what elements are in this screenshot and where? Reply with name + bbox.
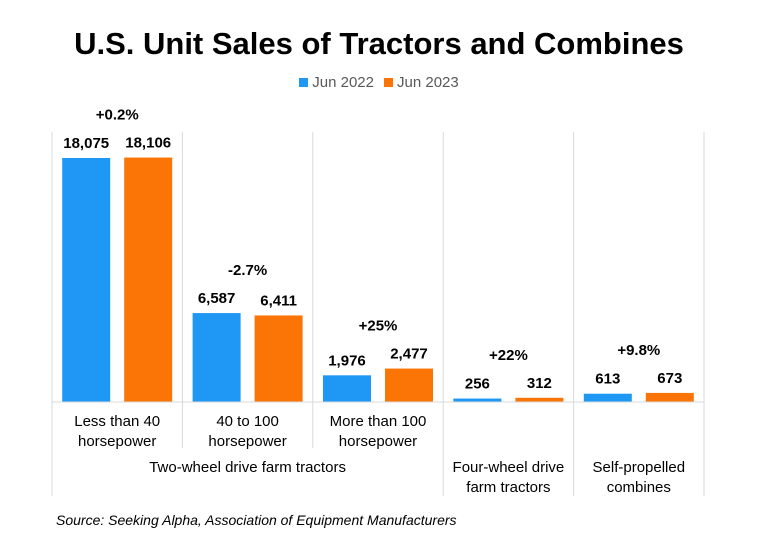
group-label: Two-wheel drive farm tractors	[149, 459, 346, 476]
change-label: +22%	[489, 347, 528, 364]
category-label: Less than 40	[74, 413, 160, 430]
bar-value-label: 1,976	[328, 352, 366, 369]
group-label: Self-propelled	[593, 459, 686, 476]
chart-legend: Jun 2022 Jun 2023	[0, 74, 758, 91]
bar-value-label: 312	[527, 375, 552, 392]
source-note: Source: Seeking Alpha, Association of Eq…	[56, 512, 457, 528]
category-label: More than 100	[330, 413, 427, 430]
legend-label-jun-2023: Jun 2023	[397, 74, 459, 91]
legend-item-jun-2022: Jun 2022	[299, 74, 374, 91]
bar-value-label: 18,106	[125, 135, 171, 152]
group-label: farm tractors	[466, 479, 550, 496]
bar-jun-2022	[62, 157, 111, 402]
bar-jun-2022	[453, 398, 502, 402]
bar-jun-2023	[645, 392, 694, 402]
bar-value-label: 2,477	[390, 346, 428, 363]
bar-jun-2022	[583, 393, 632, 402]
change-label: -2.7%	[228, 262, 267, 279]
group-label: Four-wheel drive	[453, 459, 565, 476]
bar-value-label: 18,075	[63, 135, 109, 152]
change-label: +0.2%	[96, 107, 139, 124]
bar-value-label: 673	[657, 370, 682, 387]
bar-jun-2023	[385, 368, 433, 402]
change-label: +9.8%	[617, 342, 660, 359]
bar-jun-2023	[515, 397, 564, 402]
category-label: horsepower	[78, 433, 156, 450]
change-label: +25%	[359, 318, 398, 335]
category-label: horsepower	[208, 433, 286, 450]
chart-title: U.S. Unit Sales of Tractors and Combines	[74, 26, 684, 61]
group-label: combines	[607, 479, 671, 496]
bar-value-label: 6,587	[198, 290, 236, 307]
legend-item-jun-2023: Jun 2023	[384, 74, 459, 91]
bar-jun-2023	[124, 157, 173, 402]
legend-swatch-jun-2022	[299, 78, 309, 87]
bar-value-label: 256	[465, 376, 490, 393]
category-label: 40 to 100	[216, 413, 279, 430]
bar-jun-2022	[323, 375, 371, 402]
legend-label-jun-2022: Jun 2022	[312, 74, 374, 91]
legend-swatch-jun-2023	[384, 78, 393, 87]
bar-value-label: 6,411	[260, 292, 297, 309]
bar-value-label: 613	[595, 371, 620, 388]
category-label: horsepower	[339, 433, 417, 450]
bar-jun-2022	[192, 313, 241, 402]
bar-jun-2023	[254, 315, 303, 402]
